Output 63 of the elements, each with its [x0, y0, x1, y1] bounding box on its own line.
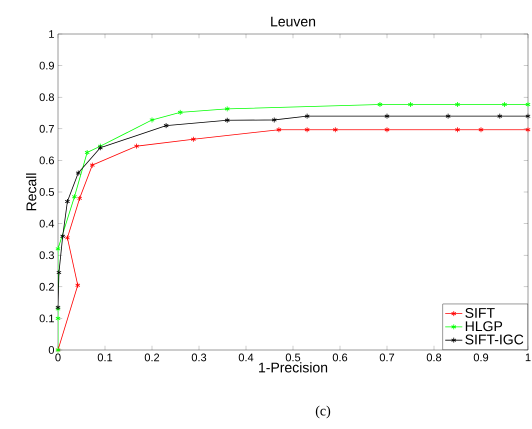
x-tick-label: 0 [55, 354, 61, 362]
point [276, 126, 282, 133]
chart-title: Leuven [271, 16, 316, 26]
legend-label: SIFT-IGC [465, 334, 524, 344]
x-tick-label: 0.4 [238, 354, 254, 362]
y-tick-label: 0.8 [40, 93, 54, 102]
x-tick-label: 0.3 [192, 354, 206, 362]
legend-label: HLGP [466, 321, 502, 332]
y-tick-label: 0.9 [40, 62, 54, 70]
point [149, 117, 155, 123]
point [90, 162, 95, 168]
point [304, 126, 310, 133]
x-tick-label: 1 [526, 354, 531, 362]
x-tick-label: 0.5 [286, 354, 300, 362]
point [497, 113, 502, 120]
point [134, 143, 140, 150]
point [384, 113, 390, 120]
x-tick-label: 0.7 [380, 354, 394, 362]
y-tick-label: 0.4 [40, 220, 54, 228]
legend-label: SIFT [465, 308, 495, 318]
point [76, 170, 81, 176]
y-tick-label: 0.3 [40, 251, 54, 260]
point [224, 117, 230, 124]
point [332, 126, 338, 133]
point [224, 106, 230, 112]
point [408, 102, 414, 108]
y-tick-label: 0 [48, 346, 54, 354]
y-tick-label: 0.5 [40, 188, 54, 196]
point [478, 126, 484, 133]
x-axis-title: 1-Precision [259, 362, 328, 372]
point [164, 122, 169, 129]
point [72, 194, 78, 200]
point [454, 102, 460, 108]
point [55, 316, 61, 322]
point [77, 195, 82, 202]
point [502, 102, 508, 108]
y-tick-label: 0.2 [40, 282, 54, 291]
x-tick-label: 0.8 [426, 354, 442, 362]
x-tick-label: 0.9 [474, 354, 488, 362]
point [272, 117, 277, 123]
point [454, 126, 460, 133]
y-tick-label: 0.6 [40, 156, 54, 164]
point [377, 102, 383, 108]
point [84, 150, 90, 156]
text: (c) [316, 406, 330, 418]
point [60, 233, 66, 240]
point [190, 136, 196, 142]
point [75, 282, 80, 288]
point [55, 246, 61, 252]
point [446, 113, 451, 120]
y-tick-label: 0.7 [40, 124, 54, 133]
point [56, 270, 62, 276]
x-tick-label: 0.1 [98, 354, 112, 362]
point [64, 234, 70, 241]
y-tick-label: 1 [49, 30, 54, 38]
y-tick-label: 0.1 [40, 314, 54, 322]
point [384, 126, 390, 133]
point [304, 113, 310, 120]
x-tick-label: 0.6 [332, 354, 348, 362]
point [178, 109, 183, 116]
point [64, 198, 70, 204]
x-tick-label: 0.2 [144, 354, 160, 362]
y-axis-title: Recall [26, 173, 36, 210]
